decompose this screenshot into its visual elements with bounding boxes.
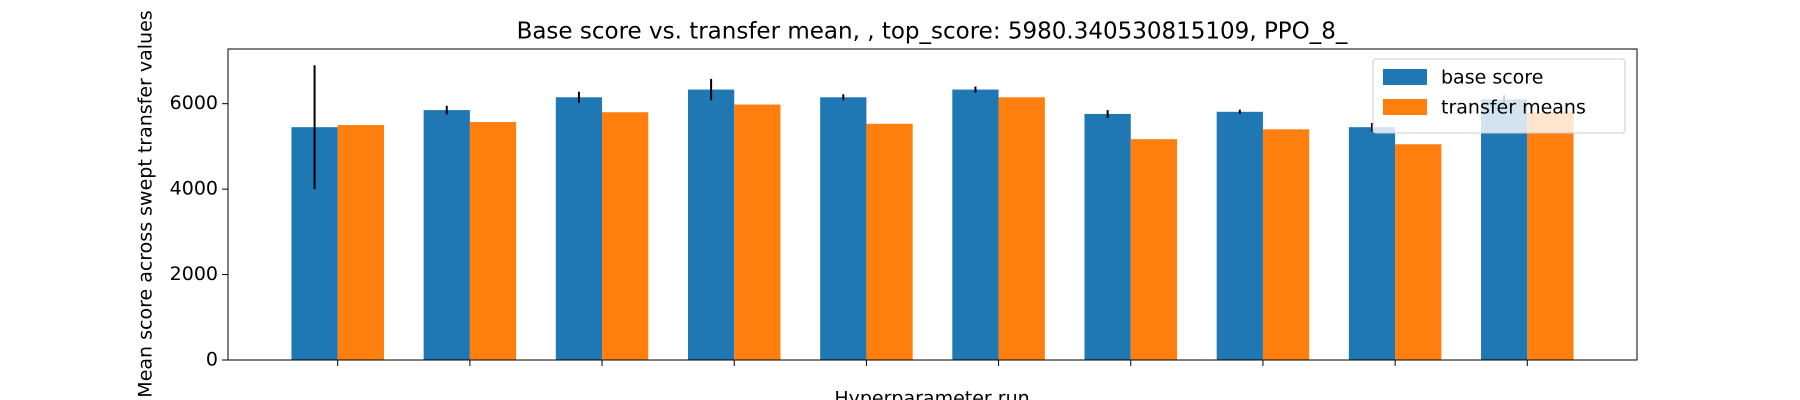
plot-frame bbox=[227, 48, 1638, 361]
bar bbox=[820, 97, 867, 361]
y-tick-label: 6000 bbox=[170, 92, 218, 114]
y-axis-label: Mean score across swept transfer values bbox=[135, 10, 157, 397]
bar bbox=[687, 89, 735, 360]
legend-swatch bbox=[1383, 99, 1427, 115]
bar bbox=[998, 97, 1045, 361]
bar bbox=[1216, 111, 1263, 360]
x-axis-label: Hyperparameter run bbox=[834, 388, 1029, 400]
bar bbox=[555, 97, 603, 361]
bar bbox=[1527, 112, 1574, 360]
y-tick-label: 4000 bbox=[170, 178, 218, 200]
bar bbox=[866, 123, 913, 360]
bar bbox=[469, 122, 517, 360]
bar bbox=[423, 110, 470, 360]
bar bbox=[337, 125, 384, 361]
bar bbox=[952, 89, 999, 360]
legend-swatch bbox=[1383, 69, 1427, 85]
legend-label: base score bbox=[1441, 67, 1543, 89]
bar bbox=[734, 104, 781, 361]
y-tick-label: 0 bbox=[206, 349, 218, 371]
bar bbox=[602, 112, 649, 360]
y-tick-label: 2000 bbox=[170, 263, 218, 285]
legend-box bbox=[1372, 58, 1626, 134]
legend-label: transfer means bbox=[1441, 97, 1586, 119]
bar bbox=[1481, 99, 1528, 361]
bar bbox=[1395, 144, 1442, 360]
chart-title: Base score vs. transfer mean, , top_scor… bbox=[517, 19, 1348, 45]
bar bbox=[1348, 127, 1396, 360]
bar bbox=[1130, 139, 1178, 360]
bar bbox=[1262, 129, 1310, 360]
bar bbox=[1084, 113, 1131, 360]
